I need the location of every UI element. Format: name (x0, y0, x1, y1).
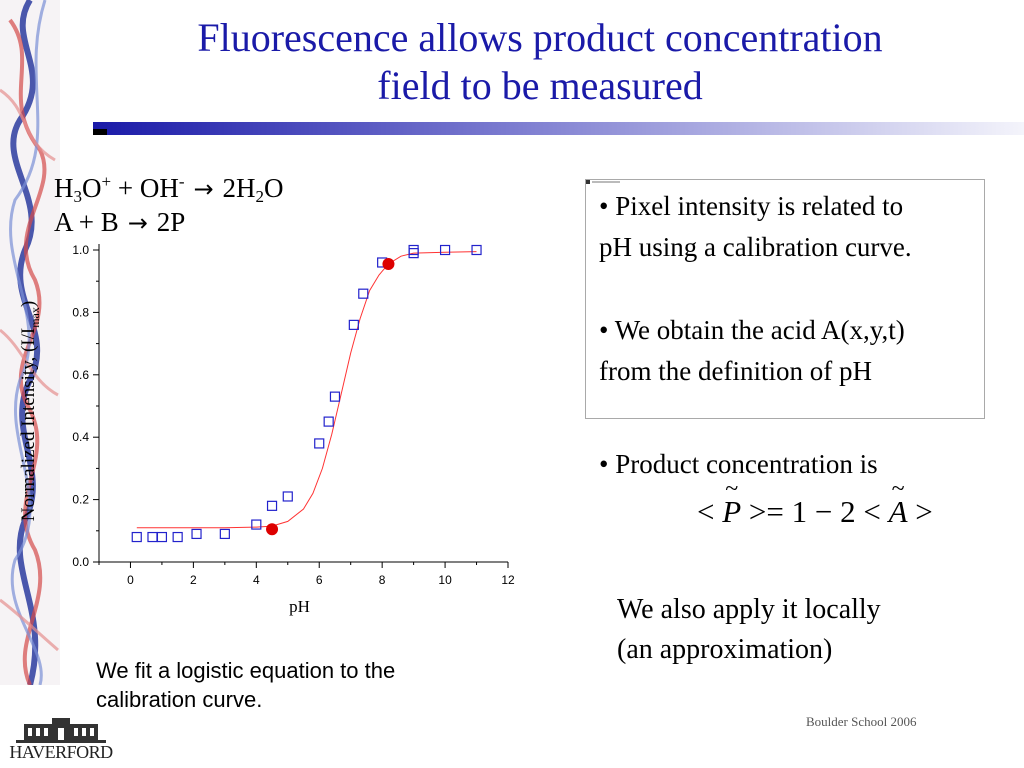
y-tick-label: 0.8 (72, 305, 89, 319)
x-tick-label: 8 (379, 573, 386, 587)
slide-title: Fluorescence allows product concentratio… (110, 14, 970, 110)
arrow-right-icon: → (127, 209, 148, 237)
college-building-icon (16, 718, 106, 743)
data-point-square (191, 528, 202, 540)
data-point-square (408, 248, 419, 259)
data-point-square (439, 244, 451, 256)
data-point-square (172, 531, 183, 543)
data-point-square (251, 519, 262, 530)
data-point-square (147, 531, 158, 543)
data-point-square (219, 528, 230, 540)
data-point-square (323, 416, 334, 427)
reaction-equation-1: H3O+ + OH- → 2H2O (54, 172, 284, 206)
y-tick-label: 1.0 (72, 243, 89, 257)
y-axis-label: Normalized Intensity, (I/Imax) (18, 301, 42, 521)
y-tick-label: 0.4 (72, 430, 89, 444)
chart-caption: We fit a logistic equation to the calibr… (96, 658, 396, 712)
data-point-square (358, 288, 369, 299)
data-point-square (314, 438, 325, 449)
calibration-chart: 0.0 0.2 0.4 0.6 0.8 1.0 0 2 4 6 8 10 12 pH Normalized … (18, 243, 515, 616)
bullet-product: • Product concentration is (599, 449, 878, 479)
tiny-placeholder-mark (586, 180, 620, 184)
y-tick-label: 0.0 (72, 555, 89, 569)
y-tick-label: 0.2 (72, 493, 89, 507)
footer-text: Boulder School 2006 (806, 714, 917, 729)
decorative-side-art (0, 0, 60, 685)
bullet-acid: • We obtain the acid A(x,y,t) from the d… (599, 315, 905, 386)
data-point-square (282, 491, 293, 502)
bullet-box (585, 179, 985, 419)
data-point-square (348, 319, 359, 330)
bullet-pixel-intensity: • Pixel intensity is related to pH using… (599, 191, 912, 262)
data-point-square (471, 244, 482, 256)
haverford-logo: HAVERFORD (6, 718, 116, 764)
x-tick-label: 6 (316, 573, 323, 587)
x-tick-label: 12 (501, 573, 515, 587)
x-tick-label: 4 (253, 573, 260, 587)
arrow-right-icon: → (193, 175, 214, 203)
local-approximation-note: We also apply it locally (an approximati… (617, 594, 881, 665)
data-point-square (156, 531, 168, 543)
highlight-point-dot (382, 258, 395, 271)
data-point-square (131, 531, 142, 543)
y-tick-label: 0.6 (72, 368, 89, 382)
data-point-square (329, 391, 341, 402)
x-tick-label: 0 (127, 573, 134, 587)
x-tick-label: 10 (438, 573, 452, 587)
logistic-fit-line (136, 251, 477, 529)
reaction-equation-2: A + B → 2P (54, 207, 186, 237)
x-tick-label: 2 (190, 573, 197, 587)
data-point-square (266, 500, 278, 511)
highlight-point-dot (266, 523, 279, 536)
product-formula: < ~ P >= 1 − 2 < ~ A > (697, 476, 933, 529)
title-line-2: field to be measured (377, 63, 703, 108)
x-axis-label: pH (289, 597, 310, 616)
title-gradient-bar (93, 122, 1024, 135)
title-line-1: Fluorescence allows product concentratio… (197, 15, 883, 60)
